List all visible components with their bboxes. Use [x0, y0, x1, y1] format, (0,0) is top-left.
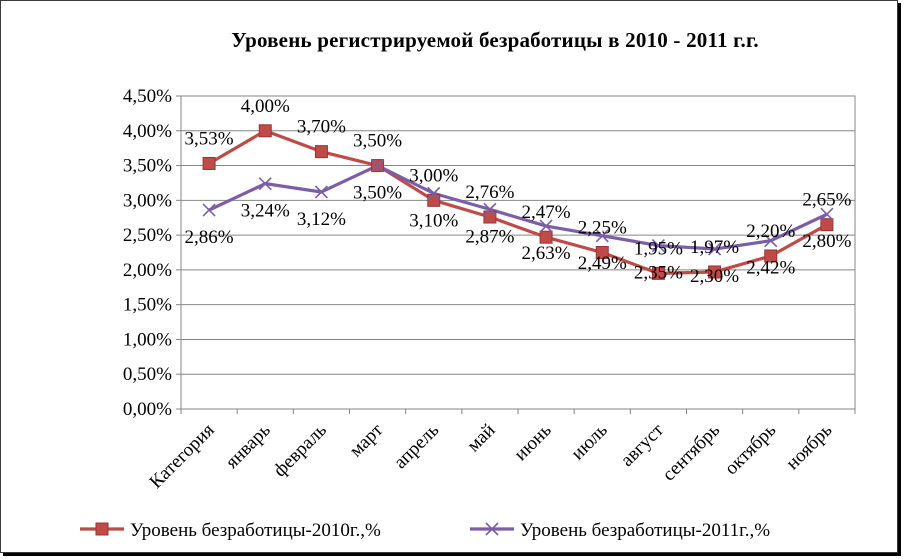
legend-marker — [485, 522, 499, 536]
x-tick-label: ноябрь — [782, 419, 837, 474]
chart-title: Уровень регистрируемой безработицы в 201… — [231, 28, 759, 52]
data-label: 3,50% — [353, 131, 402, 152]
series-line-1 — [208, 129, 828, 275]
data-label: 2,30% — [690, 266, 739, 287]
data-label: 2,76% — [465, 182, 514, 203]
data-label: 2,25% — [578, 218, 627, 239]
point-marker — [314, 145, 328, 159]
y-tick-label: 4,50% — [123, 86, 172, 107]
data-label: 2,42% — [746, 258, 795, 279]
point-marker — [483, 202, 497, 216]
point-marker — [202, 203, 216, 217]
point-marker — [708, 242, 722, 256]
point-marker — [651, 266, 665, 280]
data-label: 3,24% — [241, 201, 290, 222]
data-label: 2,80% — [802, 231, 851, 252]
data-label: 2,47% — [522, 202, 571, 223]
x-tick-label: август — [617, 419, 669, 471]
y-tick-label: 0,00% — [123, 399, 172, 420]
data-label: 3,53% — [185, 128, 234, 149]
plot-area — [180, 95, 856, 410]
data-label: 2,65% — [802, 190, 851, 211]
point-marker — [651, 238, 665, 253]
point-marker — [202, 156, 216, 170]
point-marker — [258, 177, 272, 191]
y-tick-label: 3,50% — [123, 156, 172, 177]
point-marker — [539, 230, 553, 244]
data-label: 2,87% — [465, 226, 514, 247]
data-label: 3,70% — [297, 117, 346, 138]
data-label: 2,20% — [746, 221, 795, 242]
x-tick-label: март — [345, 419, 387, 461]
data-label: 1,95% — [634, 238, 683, 259]
x-tick-label: июнь — [510, 419, 556, 465]
x-tick-label: октябрь — [721, 419, 781, 479]
data-label: 4,00% — [241, 96, 290, 117]
data-label: 2,49% — [578, 253, 627, 274]
point-marker — [595, 246, 609, 259]
data-label: 2,63% — [522, 243, 571, 264]
y-tick-label: 3,00% — [123, 190, 172, 211]
point-marker — [427, 193, 441, 207]
point-marker — [595, 229, 609, 243]
point-marker — [483, 210, 497, 224]
y-tick-label: 2,50% — [123, 225, 172, 246]
y-tick-label: 1,00% — [123, 329, 172, 350]
series-markers — [202, 124, 834, 280]
data-label: 2,86% — [185, 227, 234, 248]
legend: Уровень безработицы-2010г.,% Уровень безр… — [80, 520, 770, 541]
y-tick-label: 2,00% — [123, 260, 172, 281]
gridlines — [180, 95, 856, 410]
legend-label: Уровень безработицы-2011г.,% — [520, 520, 770, 541]
x-tick-label: июль — [567, 419, 612, 464]
legend-marker — [95, 522, 109, 536]
data-label: 3,12% — [297, 209, 346, 230]
point-marker — [764, 234, 778, 248]
point-marker — [820, 218, 834, 232]
data-label: 1,97% — [690, 237, 739, 258]
point-marker — [258, 124, 272, 138]
y-axis: 0,00% 0,50% 1,00% 1,50% 2,00% 2,50% 3,00% 3,50%… — [123, 86, 181, 420]
x-tick-label: февраль — [269, 419, 331, 481]
point-marker — [764, 249, 778, 263]
x-tick-label: Категория — [146, 420, 219, 493]
legend-label: Уровень безработицы-2010г.,% — [130, 520, 381, 541]
data-label: 3,10% — [409, 210, 458, 231]
y-tick-label: 0,50% — [123, 364, 172, 385]
series-lines — [208, 129, 828, 275]
point-marker — [820, 207, 834, 221]
point-marker — [371, 158, 385, 173]
x-tick-label: апрель — [390, 419, 444, 473]
data-labels: 3,53% 4,00% 3,70% 3,50% 3,00% 2,76% 2,47% 2,25%… — [185, 96, 852, 287]
x-tick-label: сентябрь — [658, 419, 724, 485]
point-marker — [708, 265, 722, 279]
point-marker — [427, 186, 441, 200]
series-line-2 — [208, 163, 828, 251]
data-label: 2,35% — [634, 263, 683, 284]
point-marker — [314, 185, 328, 199]
y-tick-label: 4,00% — [123, 121, 172, 142]
x-tick-label: январь — [222, 419, 275, 472]
x-tick-label: май — [463, 420, 499, 456]
data-label: 3,50% — [353, 183, 402, 204]
data-label: 3,00% — [409, 165, 458, 186]
point-marker — [539, 219, 553, 233]
y-tick-label: 1,50% — [123, 295, 172, 316]
